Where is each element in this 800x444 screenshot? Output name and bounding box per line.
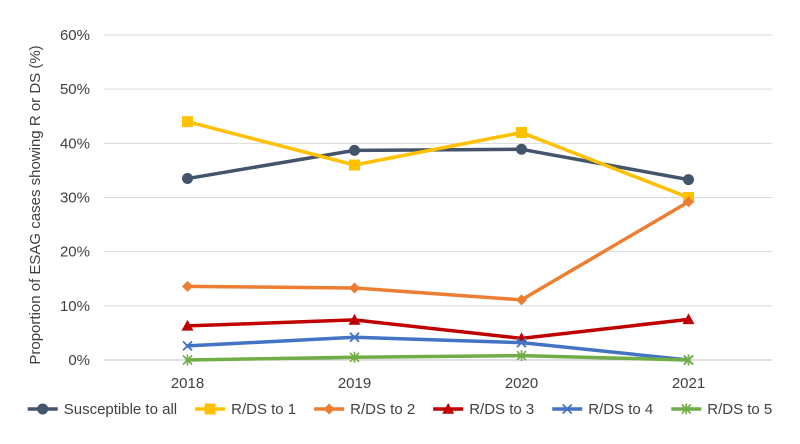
series-2	[182, 196, 694, 306]
y-tick-label: 30%	[60, 190, 90, 207]
data-point	[516, 337, 527, 348]
data-point	[516, 350, 527, 362]
legend-marker	[442, 403, 455, 414]
series-line	[185, 147, 691, 182]
axes: 0% 10% 20% 30% 40% 50% 60% 2018 2019 2020 2021	[60, 27, 772, 392]
data-point	[349, 332, 360, 343]
legend-item: R/DS to 4	[552, 401, 653, 418]
legend-item: R/DS to 5	[671, 401, 772, 418]
data-point	[349, 282, 360, 294]
legend-item: R/DS to 1	[195, 401, 296, 418]
legend-label: R/DS to 3	[469, 401, 534, 418]
legend-label: R/DS to 5	[707, 401, 772, 418]
series-line	[185, 119, 691, 200]
series-lines	[181, 116, 695, 366]
legend-label: R/DS to 1	[231, 401, 296, 418]
data-point	[348, 313, 361, 325]
legend-item: R/DS to 2	[314, 401, 415, 418]
y-tick-label: 0%	[68, 352, 90, 369]
data-point	[683, 354, 694, 366]
series-5	[182, 350, 694, 366]
legend-item: Susceptible to all	[27, 401, 177, 418]
data-point	[683, 196, 694, 208]
legend-label: R/DS to 2	[350, 401, 415, 418]
legend-marker	[37, 403, 49, 415]
legend-marker	[681, 403, 692, 415]
legend: Susceptible to all R/DS to 1 R/DS to 2 R/DS…	[27, 401, 772, 418]
data-point	[182, 354, 193, 366]
x-tick-label: 2021	[672, 375, 705, 392]
data-point	[682, 313, 695, 325]
y-tick-label: 40%	[60, 135, 90, 152]
legend-item: R/DS to 3	[433, 401, 534, 418]
data-point	[181, 319, 194, 331]
series-line	[185, 353, 691, 362]
legend-marker	[204, 403, 216, 415]
x-tick-label: 2018	[171, 375, 204, 392]
x-tick-label: 2020	[505, 375, 538, 392]
data-point	[349, 159, 360, 171]
y-tick-label: 60%	[60, 27, 90, 44]
series-line	[185, 317, 691, 341]
data-point	[182, 173, 193, 185]
data-point	[182, 280, 193, 292]
gridlines	[104, 34, 772, 307]
y-tick-label: 20%	[60, 244, 90, 261]
y-tick-label: 10%	[60, 298, 90, 315]
legend-label: R/DS to 4	[588, 401, 653, 418]
x-tick-label: 2019	[338, 375, 371, 392]
legend-label: Susceptible to all	[64, 401, 177, 418]
legend-marker	[562, 403, 573, 415]
data-point	[516, 143, 527, 155]
series-1	[182, 116, 694, 203]
y-tick-label: 50%	[60, 81, 90, 98]
series-line	[185, 335, 691, 362]
data-point	[182, 116, 193, 128]
series-line	[185, 200, 691, 302]
data-point	[516, 127, 527, 138]
y-axis-title: Proportion of ESAG cases showing R or DS…	[27, 45, 44, 364]
legend-marker	[323, 403, 335, 415]
data-point	[349, 144, 360, 156]
data-point	[182, 340, 193, 352]
data-point	[349, 351, 360, 363]
data-point	[516, 294, 527, 306]
data-point	[683, 174, 694, 186]
